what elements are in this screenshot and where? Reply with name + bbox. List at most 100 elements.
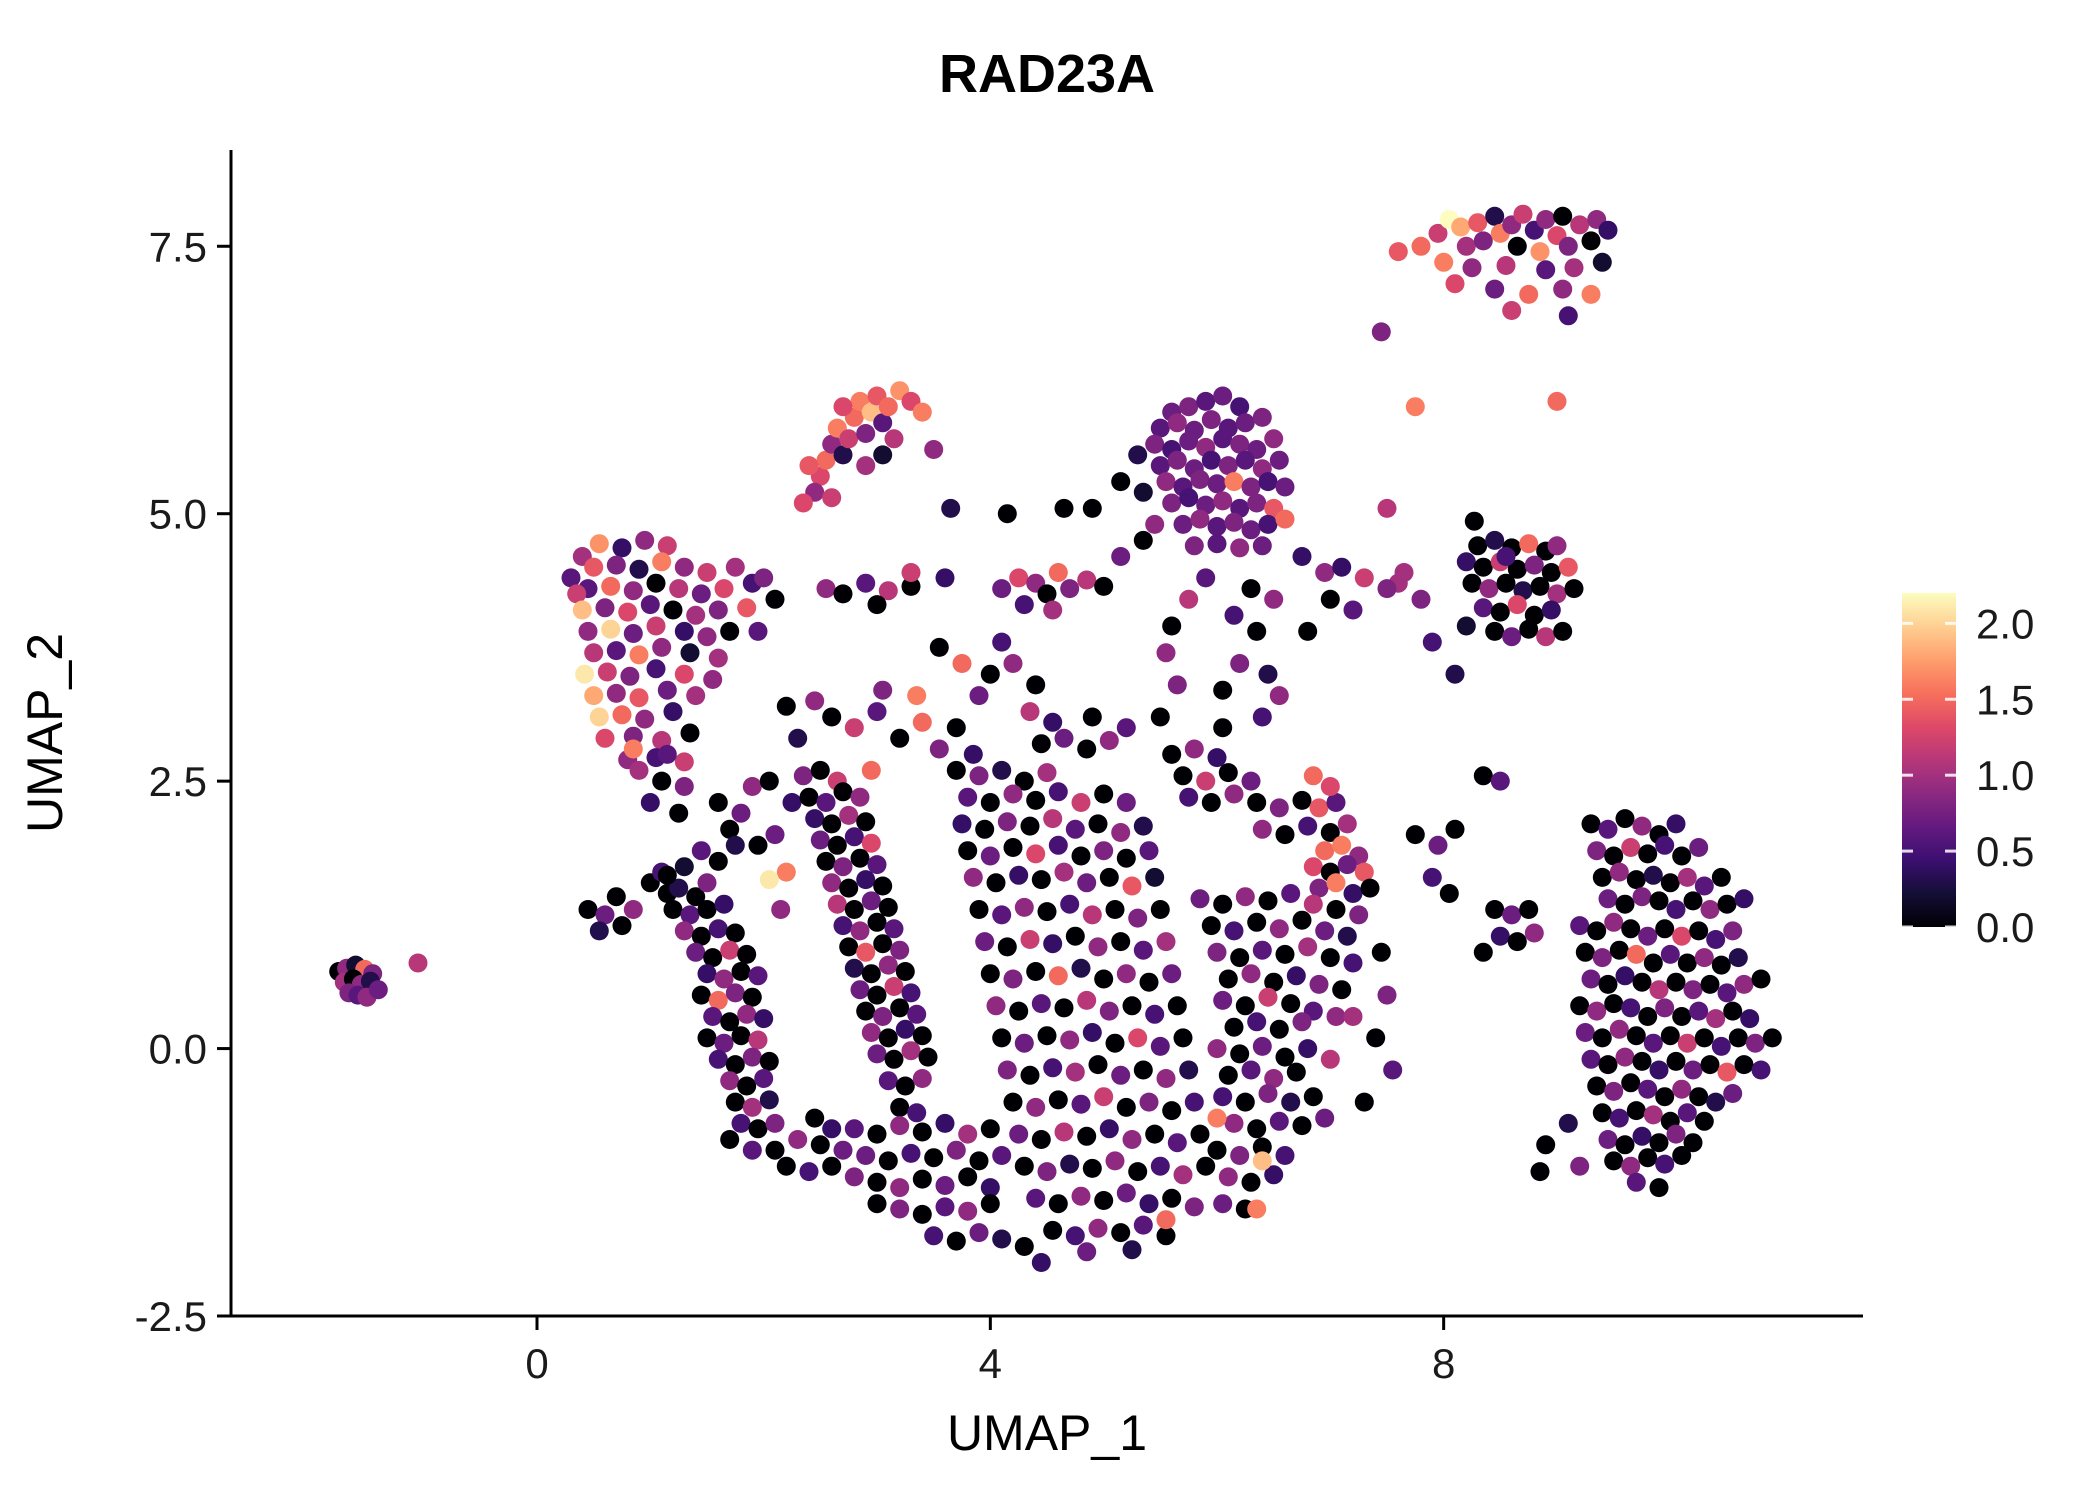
data-point	[1632, 1051, 1652, 1071]
data-point	[1473, 557, 1493, 577]
data-point	[1666, 900, 1686, 919]
data-point	[1683, 891, 1703, 911]
data-point	[844, 827, 864, 847]
data-point	[1122, 876, 1142, 896]
data-point	[623, 581, 643, 601]
data-point	[686, 686, 706, 706]
data-point	[1473, 598, 1493, 618]
data-point	[799, 456, 819, 476]
colorbar-gradient-bar	[1902, 593, 1956, 927]
data-point	[1541, 563, 1561, 582]
data-point	[1694, 876, 1714, 896]
data-point	[1496, 256, 1516, 275]
data-point	[725, 557, 745, 577]
data-point	[1683, 1060, 1703, 1080]
x-tick-label: 0	[525, 1340, 548, 1387]
data-point	[1575, 942, 1595, 962]
data-point	[878, 1151, 898, 1171]
data-point	[867, 912, 887, 932]
data-point	[748, 621, 768, 641]
data-point	[1751, 969, 1771, 989]
data-point	[674, 664, 694, 684]
data-point	[1315, 921, 1335, 941]
data-point	[1496, 573, 1516, 593]
data-point	[793, 493, 813, 513]
data-point	[1655, 998, 1675, 1018]
data-point	[584, 686, 604, 706]
data-point	[1626, 1101, 1646, 1121]
data-point	[1230, 397, 1250, 417]
data-point	[1207, 748, 1227, 768]
data-point	[1043, 1220, 1063, 1240]
data-point	[1292, 547, 1312, 566]
data-point	[1405, 397, 1425, 417]
data-point	[1564, 579, 1584, 599]
data-point	[606, 887, 626, 907]
data-point	[1694, 1028, 1714, 1048]
data-point	[1711, 867, 1731, 887]
data-point	[890, 1178, 910, 1198]
data-point	[714, 579, 734, 599]
data-point	[805, 1108, 825, 1128]
data-point	[1638, 1007, 1658, 1026]
data-point	[1723, 1084, 1743, 1103]
data-point	[652, 637, 672, 657]
data-point	[1099, 1119, 1119, 1139]
data-point	[1258, 987, 1278, 1007]
data-point	[1122, 1240, 1142, 1260]
data-point	[1303, 766, 1323, 786]
data-point	[754, 1069, 774, 1088]
data-point	[1037, 1162, 1057, 1182]
colorbar-tick-label: 0.0	[1976, 904, 2034, 951]
data-point	[986, 996, 1006, 1016]
data-point	[1343, 884, 1363, 903]
colorbar-legend: 2.0 1.5 1.0 0.5 0.0	[1902, 593, 2034, 951]
data-point	[1638, 1079, 1658, 1099]
data-point	[1377, 498, 1397, 518]
data-point	[1485, 530, 1505, 550]
data-point	[952, 814, 972, 834]
data-point	[708, 990, 728, 1010]
data-point	[1224, 1113, 1244, 1133]
data-point	[629, 645, 649, 665]
data-point	[816, 450, 836, 470]
data-point	[765, 1113, 785, 1133]
data-point	[1541, 600, 1561, 620]
data-point	[1247, 1119, 1267, 1139]
data-point	[1672, 1079, 1692, 1099]
data-point	[1156, 472, 1176, 492]
data-point	[856, 812, 876, 832]
data-point	[748, 835, 768, 855]
data-point	[1048, 1194, 1068, 1214]
data-point	[1303, 857, 1323, 877]
data-point	[742, 777, 762, 796]
data-point	[1247, 621, 1267, 641]
data-point	[873, 876, 893, 896]
data-point	[686, 942, 706, 962]
data-point	[612, 538, 632, 558]
data-point	[833, 584, 853, 604]
data-point	[1145, 434, 1165, 454]
data-point	[873, 1007, 893, 1026]
data-point	[1230, 538, 1250, 558]
data-point	[1564, 258, 1584, 278]
data-point	[1422, 632, 1442, 652]
data-point	[1643, 1105, 1663, 1125]
data-point	[1621, 1156, 1641, 1176]
data-point	[1241, 1172, 1261, 1192]
data-point	[1179, 488, 1199, 508]
data-point	[1213, 894, 1233, 914]
data-point	[1587, 1001, 1607, 1021]
data-point	[1258, 1084, 1278, 1103]
data-point	[1179, 1060, 1199, 1080]
data-point	[1190, 1124, 1210, 1144]
data-point	[1485, 900, 1505, 919]
data-point	[1082, 498, 1102, 518]
data-point	[1026, 675, 1046, 695]
data-point	[929, 739, 949, 759]
data-point	[873, 445, 893, 465]
data-point	[1405, 825, 1425, 845]
data-point	[901, 563, 921, 582]
data-point	[1031, 734, 1051, 754]
data-point	[1383, 1060, 1403, 1080]
